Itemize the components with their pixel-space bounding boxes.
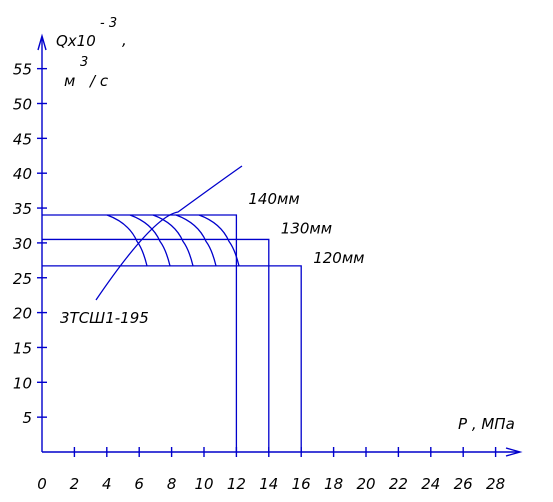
y-tick-label: 5	[22, 409, 32, 427]
y-tick-label: 45	[13, 130, 32, 148]
x-tick-label: 22	[389, 475, 408, 493]
series-line	[42, 265, 302, 452]
y-tick-label: 35	[13, 200, 32, 218]
x-tick-label: 20	[356, 475, 375, 493]
x-tick-label: 14	[259, 475, 278, 493]
x-tick-label: 0	[37, 475, 47, 493]
y-axis-unit-exponent: 3	[80, 55, 88, 70]
x-axis-label: P , МПа	[458, 415, 515, 433]
x-tick-label: 16	[292, 475, 311, 493]
y-axis-unit-rest: / с	[88, 72, 109, 90]
series-label: 120мм	[313, 249, 364, 267]
y-tick-label: 25	[13, 270, 32, 288]
x-tick-label: 8	[167, 475, 177, 493]
y-tick-label: 50	[13, 96, 32, 114]
y-tick-label: 30	[13, 235, 32, 253]
x-tick-label: 4	[102, 475, 112, 493]
hatch-arc	[198, 214, 240, 267]
y-axis-arrow	[37, 33, 47, 51]
y-axis-label-separator: ,	[122, 31, 127, 49]
x-tick-label: 10	[194, 475, 213, 493]
x-tick-label: 28	[486, 475, 505, 493]
hatch-arc	[152, 214, 194, 267]
axes	[37, 33, 523, 457]
series-group: 140мм 130мм 120мм	[42, 165, 364, 452]
series-label: 140мм	[248, 190, 299, 208]
series-line	[42, 214, 238, 452]
y-tick-label: 15	[13, 339, 32, 357]
x-tick-label: 12	[227, 475, 246, 493]
x-tick-label: 26	[454, 475, 473, 493]
y-axis-label-exponent: - 3	[100, 16, 117, 31]
hatch-arc	[175, 214, 217, 267]
x-tick-label: 18	[324, 475, 343, 493]
y-tick-label: 20	[13, 305, 32, 323]
hatch-arcs	[106, 214, 240, 267]
series-label: 130мм	[281, 219, 332, 237]
annotation-leader	[95, 165, 243, 301]
series-line	[42, 238, 270, 452]
y-tick-label: 10	[13, 374, 32, 392]
hatch-arc	[129, 214, 171, 267]
y-tick-label: 40	[13, 165, 32, 183]
annotation-label: 3ТСШ1-195	[60, 309, 149, 327]
y-axis-label: Qx10	[56, 32, 96, 50]
hatch-arc	[106, 214, 148, 267]
x-tick-label: 6	[134, 475, 144, 493]
x-tick-label: 24	[421, 475, 440, 493]
y-tick-label: 55	[13, 61, 32, 79]
y-axis-unit: м	[64, 72, 75, 90]
x-axis-arrow	[505, 447, 523, 457]
x-tick-label: 2	[70, 475, 80, 493]
